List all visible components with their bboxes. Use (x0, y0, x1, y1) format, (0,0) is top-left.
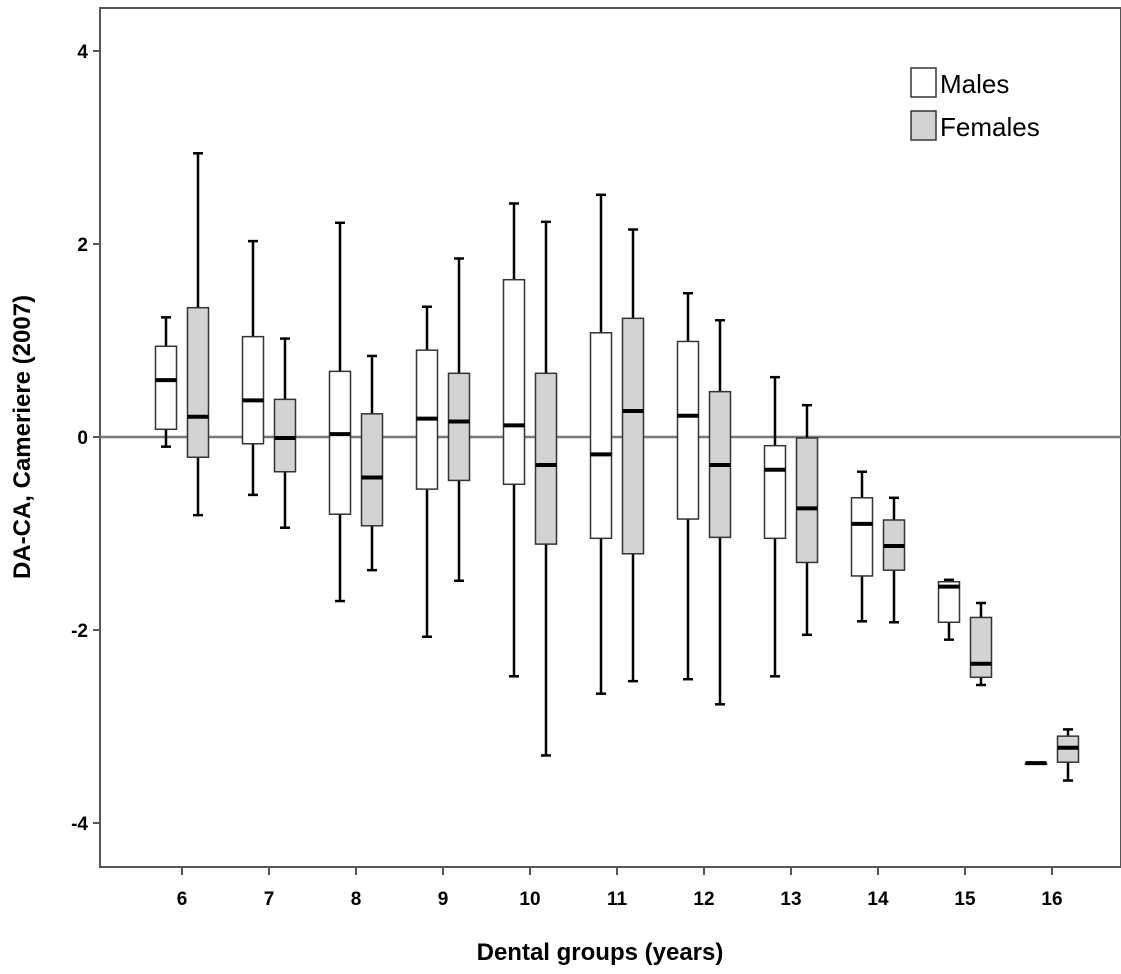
box-females-6 (186, 152, 210, 517)
box-females-16 (1056, 728, 1080, 782)
iqr-box (534, 372, 558, 545)
box-males-7 (241, 239, 265, 497)
box-females-14 (882, 496, 906, 624)
box-males-12 (676, 291, 700, 681)
box-males-14 (850, 470, 874, 623)
box-females-10 (534, 220, 558, 757)
x-tick-label: 16 (1041, 889, 1062, 910)
iqr-box (241, 335, 265, 445)
x-tick-label: 9 (438, 889, 449, 910)
box-females-11 (621, 228, 645, 683)
box-females-8 (360, 354, 384, 572)
iqr-box (154, 345, 178, 431)
iqr-box (937, 581, 961, 624)
legend-swatch-males (910, 67, 937, 98)
box-males-10 (502, 202, 526, 678)
box-males-9 (415, 305, 439, 639)
x-axis: 6 7 8 9 10 11 12 13 14 15 16 (177, 867, 1063, 910)
x-axis-title: Dental groups (years) (477, 939, 724, 966)
iqr-box (360, 413, 384, 527)
legend-label-males: Males (940, 69, 1009, 99)
box-males-16 (1024, 761, 1048, 766)
x-tick-label: 13 (780, 889, 801, 910)
box-males-8 (328, 221, 352, 603)
y-tick-label: -2 (71, 621, 88, 642)
iqr-box (502, 278, 526, 486)
iqr-box (589, 332, 613, 540)
iqr-box (763, 444, 787, 540)
y-axis: 4 2 0 -2 -4 (71, 42, 100, 835)
box-females-12 (708, 318, 732, 706)
x-tick-label: 8 (351, 889, 362, 910)
legend: Males Females (910, 67, 1040, 142)
x-tick-label: 15 (954, 889, 976, 910)
iqr-box (328, 370, 352, 515)
x-tick-label: 11 (607, 889, 628, 910)
x-tick-label: 14 (867, 889, 889, 910)
x-tick-label: 12 (693, 889, 714, 910)
x-tick-label: 7 (264, 889, 275, 910)
y-tick-label: -4 (71, 814, 88, 835)
y-tick-label: 4 (77, 42, 88, 63)
y-tick-label: 0 (77, 428, 88, 449)
box-females-9 (447, 257, 471, 583)
y-tick-label: 2 (77, 235, 88, 256)
box-males-11 (589, 193, 613, 695)
box-series (154, 152, 1080, 782)
box-males-15 (937, 578, 961, 641)
box-females-7 (273, 337, 297, 529)
iqr-box (186, 306, 210, 459)
iqr-box (795, 437, 819, 564)
x-tick-label: 10 (519, 889, 540, 910)
legend-swatch-females (910, 110, 937, 141)
box-males-6 (154, 316, 178, 448)
y-axis-title: DA-CA, Cameriere (2007) (9, 295, 36, 579)
box-females-13 (795, 403, 819, 637)
x-tick-label: 6 (177, 889, 188, 910)
iqr-box (447, 372, 471, 482)
box-females-15 (969, 601, 993, 687)
iqr-box (676, 340, 700, 520)
legend-label-females: Females (940, 112, 1040, 142)
iqr-box (273, 398, 297, 473)
iqr-box (621, 317, 645, 555)
box-males-13 (763, 375, 787, 678)
iqr-box (850, 497, 874, 577)
iqr-box (969, 616, 993, 679)
